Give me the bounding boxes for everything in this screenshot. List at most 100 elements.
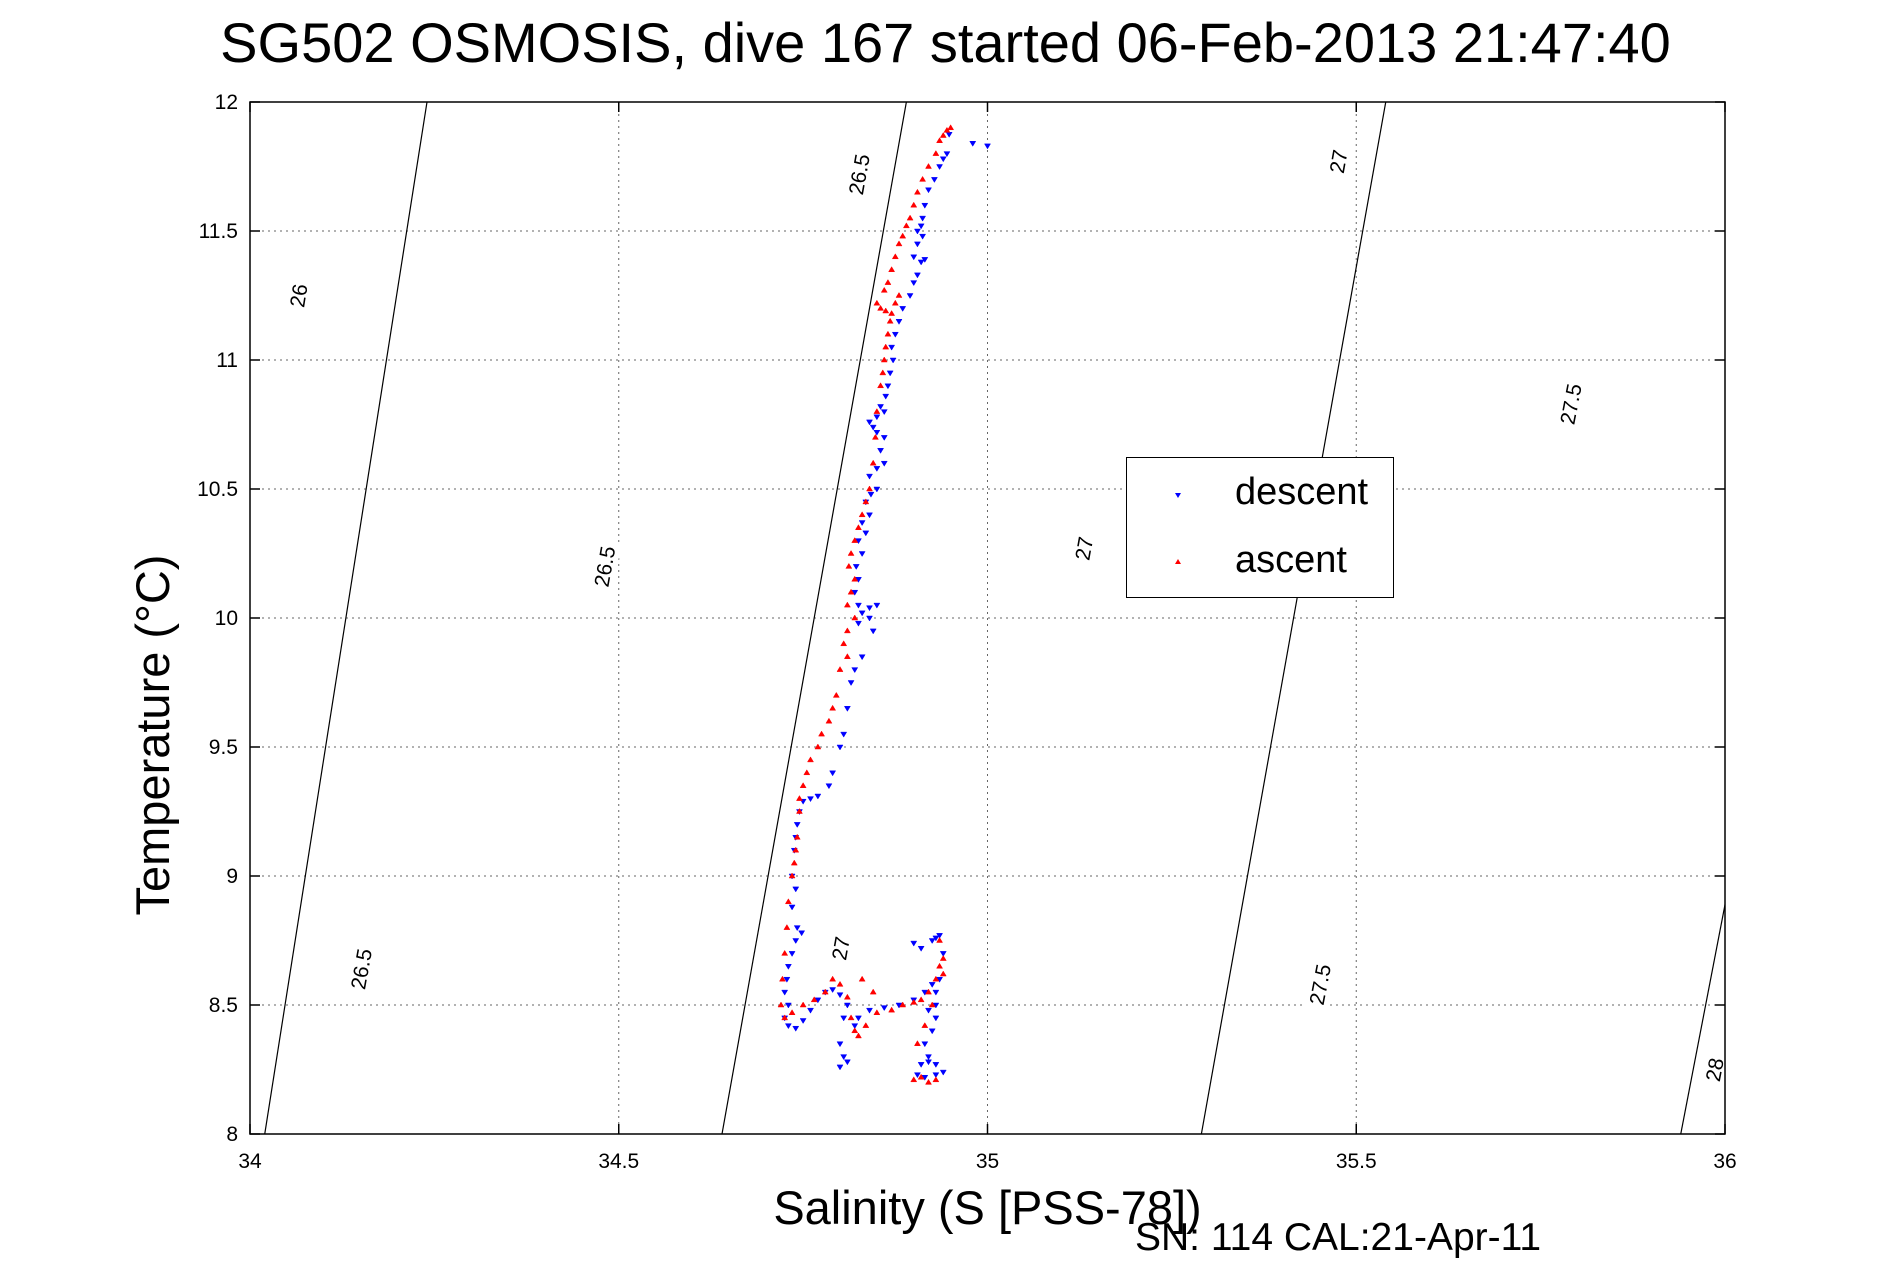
ascent-point xyxy=(810,996,818,1003)
ascent-point xyxy=(825,717,833,724)
descent-point xyxy=(917,945,925,952)
descent-point xyxy=(783,976,791,983)
descent-point xyxy=(917,1062,925,1068)
descent-point xyxy=(932,1015,940,1022)
ascent-point xyxy=(790,859,798,866)
descent-point xyxy=(781,989,789,996)
ascent-point xyxy=(814,743,822,750)
descent-point xyxy=(930,177,938,183)
contour-label-bg xyxy=(1696,1041,1725,1098)
descent-point xyxy=(866,605,873,612)
ascent-point xyxy=(880,286,888,293)
descent-point xyxy=(873,466,881,472)
ascent-point xyxy=(888,266,896,272)
ascent-point xyxy=(899,1001,907,1008)
descent-point xyxy=(919,215,927,222)
ascent-point xyxy=(925,988,932,995)
contour-label-bg xyxy=(841,146,876,203)
legend: descent ascent xyxy=(1126,457,1394,598)
ascent-point xyxy=(891,299,899,306)
descent-point xyxy=(880,1005,888,1012)
legend-marker-ascent xyxy=(1175,559,1181,564)
ascent-point xyxy=(818,730,826,737)
ascent-point xyxy=(886,317,894,324)
ascent-point xyxy=(895,292,903,298)
legend-label-descent: descent xyxy=(1235,471,1369,513)
contour-label-bg xyxy=(281,267,315,324)
descent-point xyxy=(829,770,837,777)
descent-point xyxy=(877,448,885,454)
x-axis-label: Salinity (S [PSS-78]) xyxy=(773,1181,1202,1234)
ascent-point xyxy=(925,163,932,169)
descent-point xyxy=(873,602,881,609)
ascent-point xyxy=(871,433,879,440)
descent-point xyxy=(836,992,844,999)
legend-label-ascent: ascent xyxy=(1235,539,1347,581)
ascent-point xyxy=(788,872,796,879)
descent-point xyxy=(913,241,921,248)
descent-point xyxy=(807,1007,814,1014)
descent-point xyxy=(910,940,918,947)
ascent-point xyxy=(895,240,903,247)
descent-point xyxy=(913,228,921,235)
descent-point xyxy=(854,620,862,627)
ascent-point xyxy=(807,756,814,763)
contour-label-bg xyxy=(1301,956,1338,1013)
descent-point xyxy=(858,551,866,557)
ascent-point xyxy=(799,782,807,788)
ascent-point xyxy=(910,998,918,1005)
contour-label-27: 27 xyxy=(1071,535,1098,562)
descent-point xyxy=(873,486,881,493)
ascent-point xyxy=(851,614,859,621)
ascent-point xyxy=(936,937,944,943)
descent-point xyxy=(793,822,801,828)
ascent-point xyxy=(858,511,866,518)
descent-point xyxy=(836,1064,844,1071)
descent-point xyxy=(784,1023,792,1030)
descent-point xyxy=(925,1007,932,1014)
ascent-point xyxy=(843,653,851,659)
descent-point xyxy=(784,964,792,970)
descent-point xyxy=(847,680,855,686)
ascent-point xyxy=(854,524,862,530)
contour-label-bg xyxy=(1552,375,1588,432)
descent-point xyxy=(854,602,862,609)
descent-point xyxy=(788,951,796,957)
descent-point xyxy=(925,187,932,194)
contour-label-bg xyxy=(1066,520,1101,577)
descent-point xyxy=(936,164,944,170)
descent-point xyxy=(873,429,881,436)
ascent-point xyxy=(884,330,892,337)
ascent-point xyxy=(869,459,877,466)
grid-lines xyxy=(250,102,1725,1134)
descent-point xyxy=(866,473,873,480)
y-tick-label: 10.5 xyxy=(197,478,238,501)
ascent-point xyxy=(939,132,947,138)
contour-line-26.5 xyxy=(721,102,907,1134)
descent-point xyxy=(877,404,885,410)
ascent-point xyxy=(862,498,870,505)
ascent-point xyxy=(799,1001,807,1008)
descent-point xyxy=(880,435,888,441)
x-axis-ticks: 34 34.5 35 35.5 36 xyxy=(238,102,1737,1173)
descent-point xyxy=(814,793,822,800)
descent-point xyxy=(854,1015,862,1022)
x-tick-label: 34.5 xyxy=(598,1150,639,1173)
descent-point xyxy=(925,1054,932,1061)
ascent-point xyxy=(843,627,851,634)
descent-point xyxy=(873,414,881,421)
descent-point xyxy=(866,615,873,622)
descent-point xyxy=(866,512,873,519)
descent-point xyxy=(910,254,918,261)
ascent-point xyxy=(777,1001,785,1008)
y-tick-label: 11 xyxy=(216,349,238,372)
y-tick-label: 11.5 xyxy=(199,220,238,243)
descent-point xyxy=(829,987,837,994)
contour-label-bg xyxy=(343,940,378,997)
descent-point xyxy=(921,1041,929,1048)
descent-point xyxy=(945,132,953,138)
y-tick-label: 8.5 xyxy=(209,994,238,1017)
y-axis-ticks: 8 8.5 9 9.5 10 10.5 11 11.5 12 xyxy=(197,91,1725,1146)
ascent-point xyxy=(779,975,786,982)
